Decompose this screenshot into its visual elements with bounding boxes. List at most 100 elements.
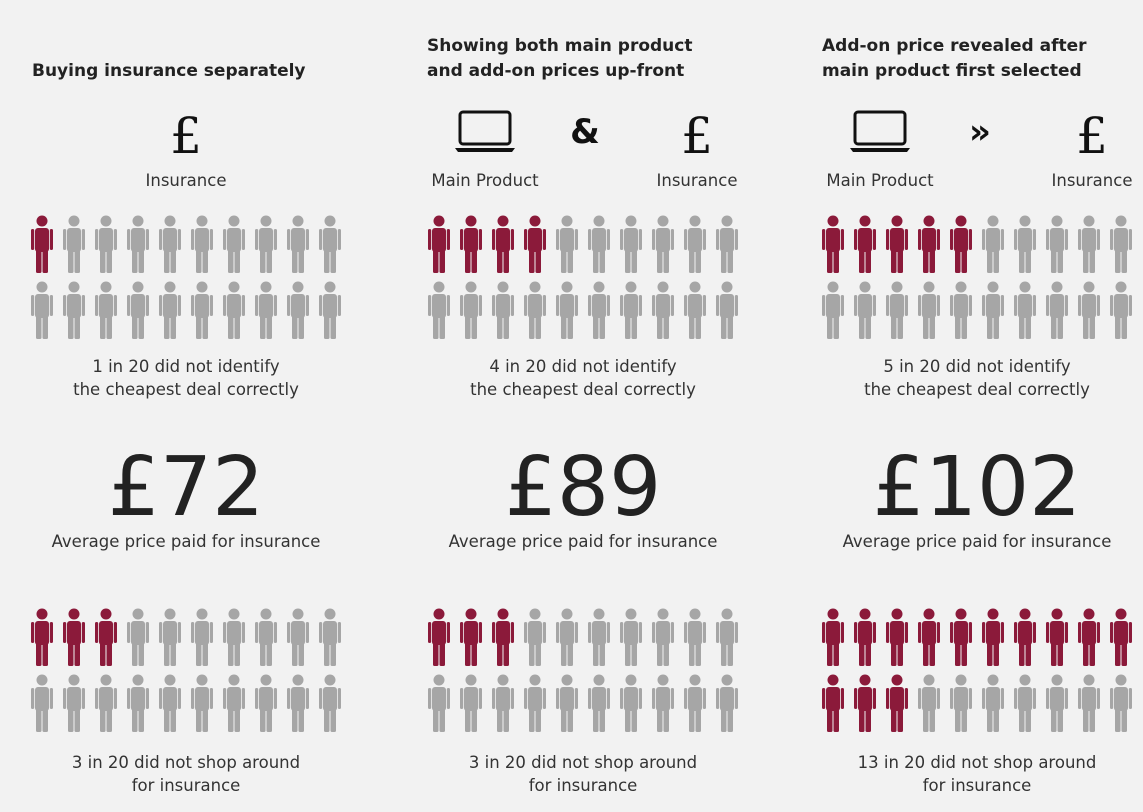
torso xyxy=(163,294,177,318)
leg xyxy=(593,250,599,273)
arm xyxy=(49,688,53,709)
person-icon xyxy=(822,608,844,666)
arm xyxy=(63,622,67,643)
person-icon xyxy=(127,674,149,732)
person-icon xyxy=(1014,674,1036,732)
person-icon xyxy=(854,674,876,732)
arm xyxy=(1000,229,1004,250)
leg xyxy=(961,250,967,273)
person-icon xyxy=(918,215,940,273)
arm xyxy=(31,229,35,250)
head xyxy=(955,674,967,686)
person-icon xyxy=(428,281,450,339)
torso xyxy=(195,687,209,711)
arm xyxy=(255,688,259,709)
arm xyxy=(872,622,876,643)
arm xyxy=(510,622,514,643)
person-icon xyxy=(588,608,610,666)
arm xyxy=(1128,295,1132,316)
torso xyxy=(986,294,1000,318)
arm xyxy=(1096,229,1100,250)
arm xyxy=(716,688,720,709)
head xyxy=(465,674,477,686)
leg xyxy=(164,709,170,732)
leg xyxy=(689,316,695,339)
arm xyxy=(606,295,610,316)
arm xyxy=(241,688,245,709)
arm xyxy=(702,688,706,709)
person-icon xyxy=(1110,674,1132,732)
arm xyxy=(273,229,277,250)
torso xyxy=(163,687,177,711)
leg xyxy=(535,709,541,732)
arm xyxy=(145,229,149,250)
arm xyxy=(638,229,642,250)
arm xyxy=(652,688,656,709)
person-icon xyxy=(982,608,1004,666)
leg xyxy=(955,250,961,273)
leg xyxy=(138,709,144,732)
leg xyxy=(330,250,336,273)
arm xyxy=(460,622,464,643)
arm xyxy=(145,688,149,709)
arm xyxy=(588,688,592,709)
arm xyxy=(241,229,245,250)
arm xyxy=(113,295,117,316)
leg xyxy=(1121,250,1127,273)
leg xyxy=(727,709,733,732)
caption: for insurance xyxy=(923,776,1032,795)
person-icon xyxy=(716,281,738,339)
leg xyxy=(695,316,701,339)
head xyxy=(196,281,208,293)
person-icon xyxy=(716,608,738,666)
arm xyxy=(241,622,245,643)
arm xyxy=(1096,295,1100,316)
head xyxy=(292,215,304,227)
person-icon xyxy=(31,674,53,732)
arm xyxy=(556,622,560,643)
leg xyxy=(471,643,477,666)
arm xyxy=(982,622,986,643)
head xyxy=(923,281,935,293)
arm xyxy=(574,295,578,316)
leg xyxy=(433,643,439,666)
connector: » xyxy=(969,112,991,152)
leg xyxy=(1057,643,1063,666)
torso xyxy=(1018,687,1032,711)
leg xyxy=(599,643,605,666)
leg xyxy=(721,643,727,666)
arm xyxy=(1032,688,1036,709)
laptop-icon xyxy=(850,110,910,152)
head xyxy=(561,674,573,686)
torso xyxy=(432,294,446,318)
arm xyxy=(822,229,826,250)
person-icon xyxy=(95,608,117,666)
leg xyxy=(465,316,471,339)
person-icon xyxy=(982,215,1004,273)
leg xyxy=(465,709,471,732)
leg xyxy=(625,643,631,666)
leg xyxy=(36,709,42,732)
head xyxy=(859,281,871,293)
arm xyxy=(209,622,213,643)
person-icon xyxy=(918,281,940,339)
person-icon xyxy=(1078,674,1100,732)
person-icon xyxy=(287,281,309,339)
column-title: and add-on prices up-front xyxy=(427,61,684,81)
torso xyxy=(656,687,670,711)
arm xyxy=(638,688,642,709)
arm xyxy=(337,622,341,643)
arm xyxy=(49,295,53,316)
person-icon xyxy=(428,215,450,273)
arm xyxy=(1064,229,1068,250)
arm xyxy=(702,229,706,250)
arm xyxy=(478,622,482,643)
laptop-icon xyxy=(455,110,515,152)
torso xyxy=(432,687,446,711)
arm xyxy=(982,229,986,250)
torso xyxy=(986,228,1000,252)
person-icon xyxy=(287,674,309,732)
arm xyxy=(1078,688,1082,709)
arm xyxy=(620,229,624,250)
head xyxy=(497,608,509,620)
